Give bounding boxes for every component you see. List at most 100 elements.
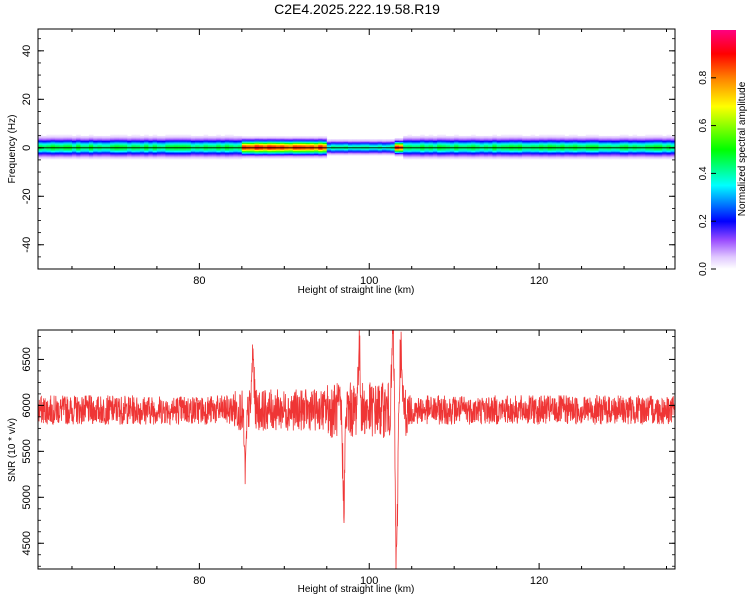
spectrogram-cell (203, 141, 209, 144)
spectrogram-cell (322, 155, 328, 158)
spectrogram-cell (301, 137, 306, 140)
spectrogram-cell (59, 138, 64, 140)
spectrogram-cell (658, 140, 663, 143)
spectrogram-cell (479, 148, 485, 150)
spectrogram-cell (76, 139, 81, 142)
spectrogram-cell (309, 136, 315, 138)
spectrogram-cell (560, 152, 565, 155)
spectrogram-cell (224, 151, 230, 154)
spectrogram-cell (190, 140, 196, 143)
spectrogram-cell (560, 156, 565, 159)
spectrogram-cell (517, 139, 523, 142)
spectrogram-x-tick-label: 80 (193, 275, 205, 287)
spectrogram-cell (636, 155, 642, 157)
spectrogram-cell (343, 145, 349, 147)
spectrogram-cell (114, 154, 119, 156)
spectrogram-cell (364, 151, 370, 153)
spectrogram-cell (556, 149, 561, 151)
spectrogram-cell (271, 138, 277, 141)
spectrogram-cell (59, 155, 64, 157)
spectrogram-cell (59, 157, 64, 160)
spectrogram-cell (88, 154, 94, 156)
spectrogram-cell (381, 139, 387, 141)
spectrogram-cell (398, 146, 404, 149)
spectrogram-cell (577, 135, 582, 138)
spectrogram-cell (560, 150, 565, 152)
spectrogram-cell (305, 136, 311, 138)
spectrogram-cell (598, 139, 604, 142)
spectrogram-cell (585, 151, 591, 154)
spectrogram-cell (246, 146, 251, 148)
spectrogram-y-tick-label: 20 (21, 93, 33, 105)
spectrogram-cell (411, 144, 417, 146)
spectrogram-cell (84, 152, 90, 155)
spectrogram-cell (114, 134, 119, 137)
spectrogram-cell (335, 140, 340, 143)
spectrogram-cell (585, 156, 591, 159)
spectrogram-cell (360, 141, 366, 144)
spectrogram-cell (233, 155, 238, 157)
spectrogram-cell (139, 154, 145, 156)
spectrogram-cell (152, 144, 158, 146)
spectrogram-cell (114, 144, 119, 146)
spectrogram-cell (573, 137, 578, 139)
spectrogram-cell (169, 140, 175, 143)
spectrogram-cell (343, 153, 349, 156)
spectrogram-cell (250, 144, 255, 147)
spectrogram-cell (156, 156, 162, 159)
spectrogram-cell (212, 152, 217, 155)
spectrogram-cell (42, 152, 47, 155)
spectrogram-cell (101, 141, 107, 144)
spectrogram-cell (492, 143, 497, 145)
spectrogram-cell (539, 137, 544, 139)
spectrogram-cell (560, 138, 565, 140)
spectrogram-cell (156, 154, 162, 156)
spectrogram-cell (105, 140, 111, 143)
spectrogram-cell (46, 137, 52, 139)
spectrogram-cell (110, 151, 115, 154)
spectrogram-cell (152, 134, 158, 137)
spectrogram-cell (152, 143, 158, 145)
spectrogram-cell (496, 140, 502, 143)
spectrogram-cell (348, 139, 353, 141)
spectrogram-cell (662, 145, 667, 148)
spectrogram-cell (110, 144, 115, 146)
spectrogram-cell (229, 137, 234, 139)
spectrogram-cell (373, 150, 379, 152)
spectrogram-cell (424, 141, 429, 144)
spectrogram-cell (488, 150, 493, 152)
spectrogram-cell (624, 141, 629, 144)
spectrogram-cell (619, 141, 625, 144)
spectrogram-cell (543, 141, 548, 144)
spectrogram-cell (581, 139, 587, 142)
spectrogram-cell (122, 155, 128, 157)
spectrogram-cell (84, 141, 90, 144)
spectrogram-cell (254, 137, 260, 140)
spectrogram-cell (292, 146, 298, 148)
spectrogram-cell (118, 149, 124, 151)
spectrogram-cell (432, 157, 438, 160)
spectrogram-cell (93, 154, 98, 156)
spectrogram-cell (38, 137, 43, 139)
spectrogram-cell (415, 149, 421, 151)
spectrogram-cell (250, 136, 255, 138)
spectrogram-cell (598, 144, 604, 146)
spectrogram-cell (670, 157, 675, 160)
spectrogram-cell (331, 144, 336, 146)
spectrogram-cell (318, 155, 323, 158)
spectrogram-cell (305, 157, 311, 159)
spectrogram-cell (301, 140, 306, 142)
spectrogram-cell (322, 148, 328, 151)
spectrogram-cell (628, 156, 633, 159)
spectrogram-cell (420, 155, 425, 157)
spectrogram-cell (432, 155, 438, 157)
spectrogram-cell (314, 157, 319, 159)
spectrogram-cell (161, 154, 166, 156)
spectrogram-cell (441, 144, 446, 146)
spectrogram-cell (220, 152, 226, 155)
spectrogram-cell (80, 145, 86, 148)
spectrogram-cell (649, 144, 655, 146)
spectrogram-cell (530, 144, 536, 146)
spectrogram-cell (624, 155, 629, 157)
spectrogram-cell (522, 135, 527, 138)
